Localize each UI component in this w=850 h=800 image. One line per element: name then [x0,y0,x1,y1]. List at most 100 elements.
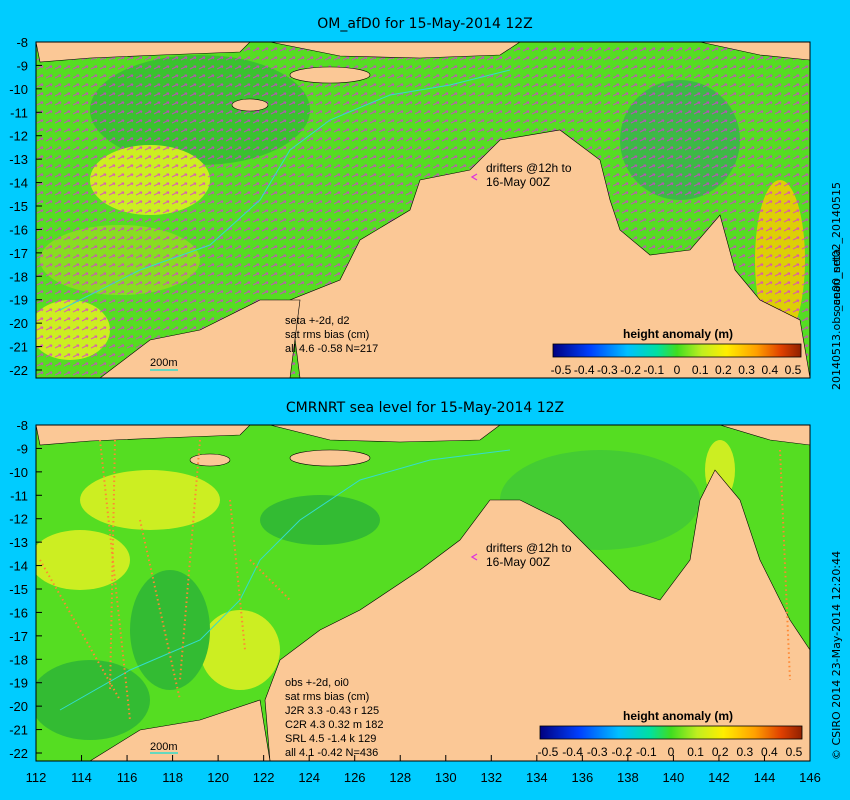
top-info-3: all 4.6 -0.58 N=217 [285,343,378,355]
y-tick-label: -15 [9,582,28,597]
top-scale-label: 200m [150,357,178,369]
top-colorbar [552,343,802,358]
y-tick-label: -21 [9,723,28,738]
top-200m-contour [59,69,511,311]
y-tick-label: -16 [9,605,28,620]
x-tick-label: 112 [26,770,47,785]
bottom-drifters-label-2: 16-May 00Z [486,555,550,569]
top-legend-ticks: -0.5 -0.4 -0.3 -0.2 -0.1 0 0.1 0.2 0.3 0.4 0.5 [551,363,802,377]
x-tick-label: 140 [663,770,685,785]
y-tick-label: -21 [9,340,28,355]
y-tick-label: -14 [9,176,28,191]
legend-tick-label: -0.5 [551,363,572,377]
x-tick-label: 138 [617,770,639,785]
bottom-info-4: C2R 4.3 0.32 m 182 [285,719,383,731]
y-tick-label: -15 [9,199,28,214]
satellite-tracks [39,439,791,721]
y-tick-label: -17 [9,629,28,644]
bottom-australia-land [264,469,810,761]
x-tick-label: 130 [435,770,457,785]
top-info-2: sat rms bias (cm) [285,329,369,341]
top-info-1: seta +-2d, d2 [285,315,350,327]
top-y-ticks: -8 -9 -10 -11 -12 -13 -14 -15 -16 -17 -18 -19 -20 -21… [9,35,42,378]
bottom-map [36,425,810,761]
bottom-colorbar [539,725,803,740]
top-australia-land [289,129,810,378]
x-tick-label: 128 [389,770,411,785]
top-legend-title: height anomaly (m) [623,327,733,341]
legend-tick-label: -0.1 [643,363,664,377]
bottom-y-ticks: -8 -9 -10 -11 -12 -13 -14 -15 -16 -17 -18 -19 -20 -21… [9,418,42,761]
top-side-label-2: 20140513.obs_an00_seta [830,248,843,390]
x-tick-label: 116 [117,770,138,785]
bottom-legend-ticks: -0.5 -0.4 -0.3 -0.2 -0.1 0 0.1 0.2 0.3 0.4 0.5 [538,745,803,759]
legend-tick-label: 0.1 [692,363,709,377]
top-panel-title: OM_afD0 for 15-May-2014 12Z [317,16,533,32]
legend-tick-label: 0.1 [687,745,704,759]
y-tick-label: -9 [16,441,28,456]
y-tick-label: -18 [9,652,28,667]
x-tick-label: 136 [572,770,594,785]
x-tick-label: 118 [162,770,183,785]
bottom-info-1: obs +-2d, oi0 [285,677,349,689]
y-tick-label: -11 [10,488,28,503]
top-map [36,42,810,378]
y-tick-label: -20 [9,316,28,331]
bottom-side-label: © CSIRO 2014 23-May-2014 12:20:44 [830,550,843,760]
legend-tick-label: 0.3 [738,363,755,377]
x-tick-label: 126 [344,770,366,785]
x-tick-label: 132 [480,770,502,785]
bottom-info-3: J2R 3.3 -0.43 r 125 [285,705,379,717]
drifter-arrow-icon [470,553,478,561]
y-tick-label: -20 [9,699,28,714]
y-tick-label: -18 [9,269,28,284]
legend-tick-label: -0.2 [611,745,632,759]
y-tick-label: -22 [9,746,28,761]
legend-tick-label: 0.4 [761,745,778,759]
y-tick-label: -11 [10,105,28,120]
y-tick-label: -8 [16,418,28,433]
x-tick-label: 134 [526,770,548,785]
bottom-x-ticks: 112 114 116 118 120 122 124 126 128 130 132 134 136 1… [26,755,821,785]
bottom-drifters-label-1: drifters @12h to [486,541,572,555]
y-tick-label: -9 [16,58,28,73]
legend-tick-label: -0.4 [574,363,595,377]
x-tick-label: 122 [253,770,275,785]
y-tick-label: -10 [9,465,28,480]
x-tick-label: 144 [754,770,776,785]
top-drifters-label-1: drifters @12h to [486,161,572,175]
y-tick-label: -12 [9,129,28,144]
bottom-panel-title: CMRNRT sea level for 15-May-2014 12Z [285,400,565,416]
legend-tick-label: -0.3 [587,745,608,759]
legend-tick-label: 0.2 [712,745,729,759]
y-tick-label: -12 [9,512,28,527]
bottom-scale-label: 200m [150,741,178,753]
x-tick-label: 146 [799,770,821,785]
y-tick-label: -13 [9,152,28,167]
y-tick-label: -8 [16,35,28,50]
y-tick-label: -13 [9,535,28,550]
bottom-info-2: sat rms bias (cm) [285,691,369,703]
legend-tick-label: -0.5 [538,745,559,759]
y-tick-label: -22 [9,363,28,378]
legend-tick-label: 0.2 [715,363,732,377]
y-tick-label: -14 [9,559,28,574]
legend-tick-label: -0.3 [597,363,618,377]
legend-tick-label: 0.4 [761,363,778,377]
x-tick-label: 120 [207,770,229,785]
x-tick-label: 114 [71,770,92,785]
legend-tick-label: -0.4 [562,745,583,759]
y-tick-label: -10 [9,82,28,97]
x-tick-label: 142 [708,770,730,785]
drifter-arrow-icon [470,173,478,181]
bottom-info-5: SRL 4.5 -1.4 k 129 [285,733,376,745]
top-drifters-label-2: 16-May 00Z [486,175,550,189]
bottom-legend-title: height anomaly (m) [623,709,733,723]
y-tick-label: -16 [9,222,28,237]
legend-tick-label: 0 [668,745,675,759]
bottom-info-6: all 4.1 -0.42 N=436 [285,747,378,759]
legend-tick-label: 0.5 [786,745,803,759]
x-tick-label: 124 [298,770,320,785]
y-tick-label: -17 [9,246,28,261]
